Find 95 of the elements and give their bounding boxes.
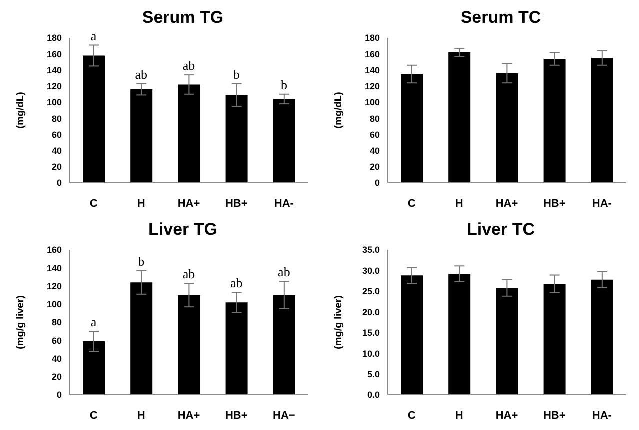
x-tick-label: HB+ <box>225 410 248 422</box>
x-tick-label: H <box>455 198 464 210</box>
bar <box>401 276 423 395</box>
y-tick-label: 60 <box>52 130 62 140</box>
annotation: a <box>90 28 97 44</box>
chart-title: Serum TC <box>460 8 542 28</box>
x-tick-label: C <box>408 410 416 422</box>
y-tick-label: 160 <box>364 49 380 60</box>
bar <box>130 90 153 183</box>
y-tick-label: 60 <box>370 130 380 140</box>
bar <box>591 58 614 183</box>
y-tick-label: 80 <box>370 114 380 124</box>
x-tick-label: HA+ <box>496 198 518 210</box>
bar <box>178 84 200 183</box>
x-tick-label: HB+ <box>543 198 566 210</box>
x-tick-label: HA− <box>273 410 296 422</box>
y-tick-label: 40 <box>370 146 380 156</box>
y-tick-label: 25.0 <box>362 286 380 297</box>
bar <box>273 99 296 183</box>
bar <box>130 282 153 395</box>
x-tick-label: H <box>455 410 464 422</box>
x-tick-label: C <box>408 198 416 210</box>
bar <box>448 52 471 183</box>
x-tick-label: HA- <box>274 198 294 210</box>
y-axis-title: (mg/g liver) <box>334 296 345 350</box>
x-tick-label: C <box>90 198 98 210</box>
annotation: b <box>233 66 240 82</box>
bar <box>591 280 614 395</box>
annotation: ab <box>182 266 196 282</box>
x-tick-label: HA- <box>592 198 612 210</box>
y-tick-label: 5.0 <box>367 369 380 380</box>
y-tick-label: 140 <box>46 65 62 76</box>
y-tick-label: 0 <box>56 390 62 400</box>
annotation: b <box>138 254 145 269</box>
y-tick-label: 160 <box>46 245 62 256</box>
y-tick-label: 80 <box>52 318 62 328</box>
bar <box>544 284 566 395</box>
annotation: ab <box>278 264 290 280</box>
y-axis-title: (mg/g liver) <box>16 296 27 350</box>
y-tick-label: 20 <box>52 162 62 172</box>
annotation: a <box>90 314 97 330</box>
x-tick-label: H <box>137 410 146 422</box>
y-tick-label: 40 <box>52 146 62 156</box>
y-axis-title: (mg/dL) <box>16 92 27 129</box>
y-tick-label: 100 <box>46 98 62 108</box>
bar <box>226 302 248 395</box>
y-tick-label: 120 <box>364 82 380 92</box>
y-tick-label: 60 <box>52 336 62 346</box>
y-tick-label: 100 <box>46 300 62 310</box>
y-tick-label: 20 <box>370 162 380 172</box>
x-tick-label: HB+ <box>543 410 566 422</box>
y-tick-label: 20 <box>52 372 62 382</box>
bar <box>401 74 423 183</box>
bar <box>83 56 105 183</box>
bar <box>496 288 518 395</box>
y-tick-label: 30.0 <box>362 266 380 276</box>
bar <box>544 58 566 183</box>
y-tick-label: 10.0 <box>362 348 380 359</box>
annotation: ab <box>230 276 243 291</box>
bar <box>83 342 105 395</box>
annotation: ab <box>182 58 196 74</box>
chart-title: Liver TG <box>148 220 218 240</box>
y-tick-label: 0.0 <box>367 390 380 400</box>
x-tick-label: C <box>90 410 98 422</box>
x-tick-label: H <box>137 198 146 210</box>
y-tick-label: 0 <box>56 178 62 188</box>
y-tick-label: 100 <box>364 98 380 108</box>
x-tick-label: HA- <box>592 410 612 422</box>
x-tick-label: HA+ <box>178 198 200 210</box>
x-tick-label: HA+ <box>178 410 200 422</box>
annotation: b <box>280 77 288 92</box>
y-tick-label: 140 <box>46 263 62 274</box>
y-tick-label: 80 <box>52 114 62 124</box>
y-tick-label: 40 <box>52 354 62 364</box>
bar <box>496 73 518 183</box>
y-tick-label: 0 <box>374 178 380 188</box>
y-tick-label: 160 <box>46 49 62 60</box>
annotation: ab <box>135 66 148 82</box>
y-tick-label: 35.0 <box>362 245 380 256</box>
x-tick-label: HA+ <box>496 410 518 422</box>
chart-title: Liver TC <box>466 220 536 240</box>
bar <box>178 295 200 395</box>
y-tick-label: 20.0 <box>362 307 380 318</box>
bar <box>226 95 248 183</box>
y-axis-title: (mg/dL) <box>334 92 345 129</box>
bar <box>273 295 296 395</box>
y-tick-label: 15.0 <box>362 328 380 338</box>
chart-title: Serum TG <box>141 8 225 28</box>
y-tick-label: 180 <box>46 33 62 44</box>
x-tick-label: HB+ <box>225 198 248 210</box>
bar <box>448 274 471 395</box>
y-tick-label: 120 <box>46 82 62 92</box>
y-tick-label: 120 <box>46 281 62 292</box>
y-tick-label: 180 <box>364 33 380 44</box>
y-tick-label: 140 <box>364 65 380 76</box>
